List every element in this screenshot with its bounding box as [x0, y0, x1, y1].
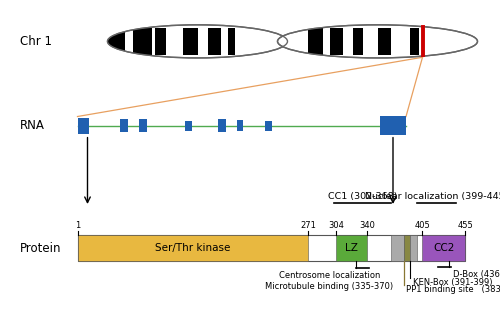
Bar [120, 119, 128, 132]
Bar [78, 235, 308, 261]
Bar [336, 235, 367, 261]
Bar [390, 235, 404, 261]
Text: Protein: Protein [20, 242, 61, 255]
Bar [352, 28, 362, 55]
Bar [78, 235, 465, 261]
Text: CC2: CC2 [433, 243, 454, 253]
Bar [308, 28, 322, 55]
Text: D-Box (436-445): D-Box (436-445) [453, 270, 500, 279]
Bar [422, 235, 465, 261]
Ellipse shape [108, 25, 288, 58]
Bar [410, 28, 419, 55]
Bar [78, 118, 88, 134]
Text: PP1 binding site   (383-386): PP1 binding site (383-386) [406, 285, 500, 294]
Text: CC1 (302-368): CC1 (302-368) [328, 192, 398, 201]
Bar [218, 119, 226, 132]
Text: RNA: RNA [20, 119, 45, 132]
Bar [265, 121, 272, 131]
Bar [236, 120, 243, 131]
Text: 271: 271 [300, 221, 316, 230]
Bar [404, 235, 410, 261]
Text: Centrosome localization
Microtubule binding (335-370): Centrosome localization Microtubule bind… [266, 271, 394, 291]
Text: 405: 405 [414, 221, 430, 230]
Text: Ser/Thr kinase: Ser/Thr kinase [155, 243, 230, 253]
Ellipse shape [278, 25, 477, 58]
Text: 455: 455 [457, 221, 473, 230]
Text: KEN-Box (391-399): KEN-Box (391-399) [413, 278, 492, 287]
Bar [155, 28, 166, 55]
Bar [182, 28, 198, 55]
Bar [410, 235, 417, 261]
Text: Nuclear localization (399-445): Nuclear localization (399-445) [365, 192, 500, 201]
Bar [228, 28, 234, 55]
Text: Chr 1: Chr 1 [20, 35, 52, 48]
Bar [380, 116, 406, 135]
Bar [208, 28, 220, 55]
Text: 304: 304 [328, 221, 344, 230]
Bar [185, 121, 192, 131]
Bar [330, 28, 342, 55]
Bar [378, 28, 390, 55]
Bar [132, 28, 152, 55]
Text: 340: 340 [359, 221, 375, 230]
Text: 1: 1 [75, 221, 80, 230]
Text: LZ: LZ [345, 243, 358, 253]
Bar [108, 28, 125, 55]
Bar [139, 119, 146, 132]
